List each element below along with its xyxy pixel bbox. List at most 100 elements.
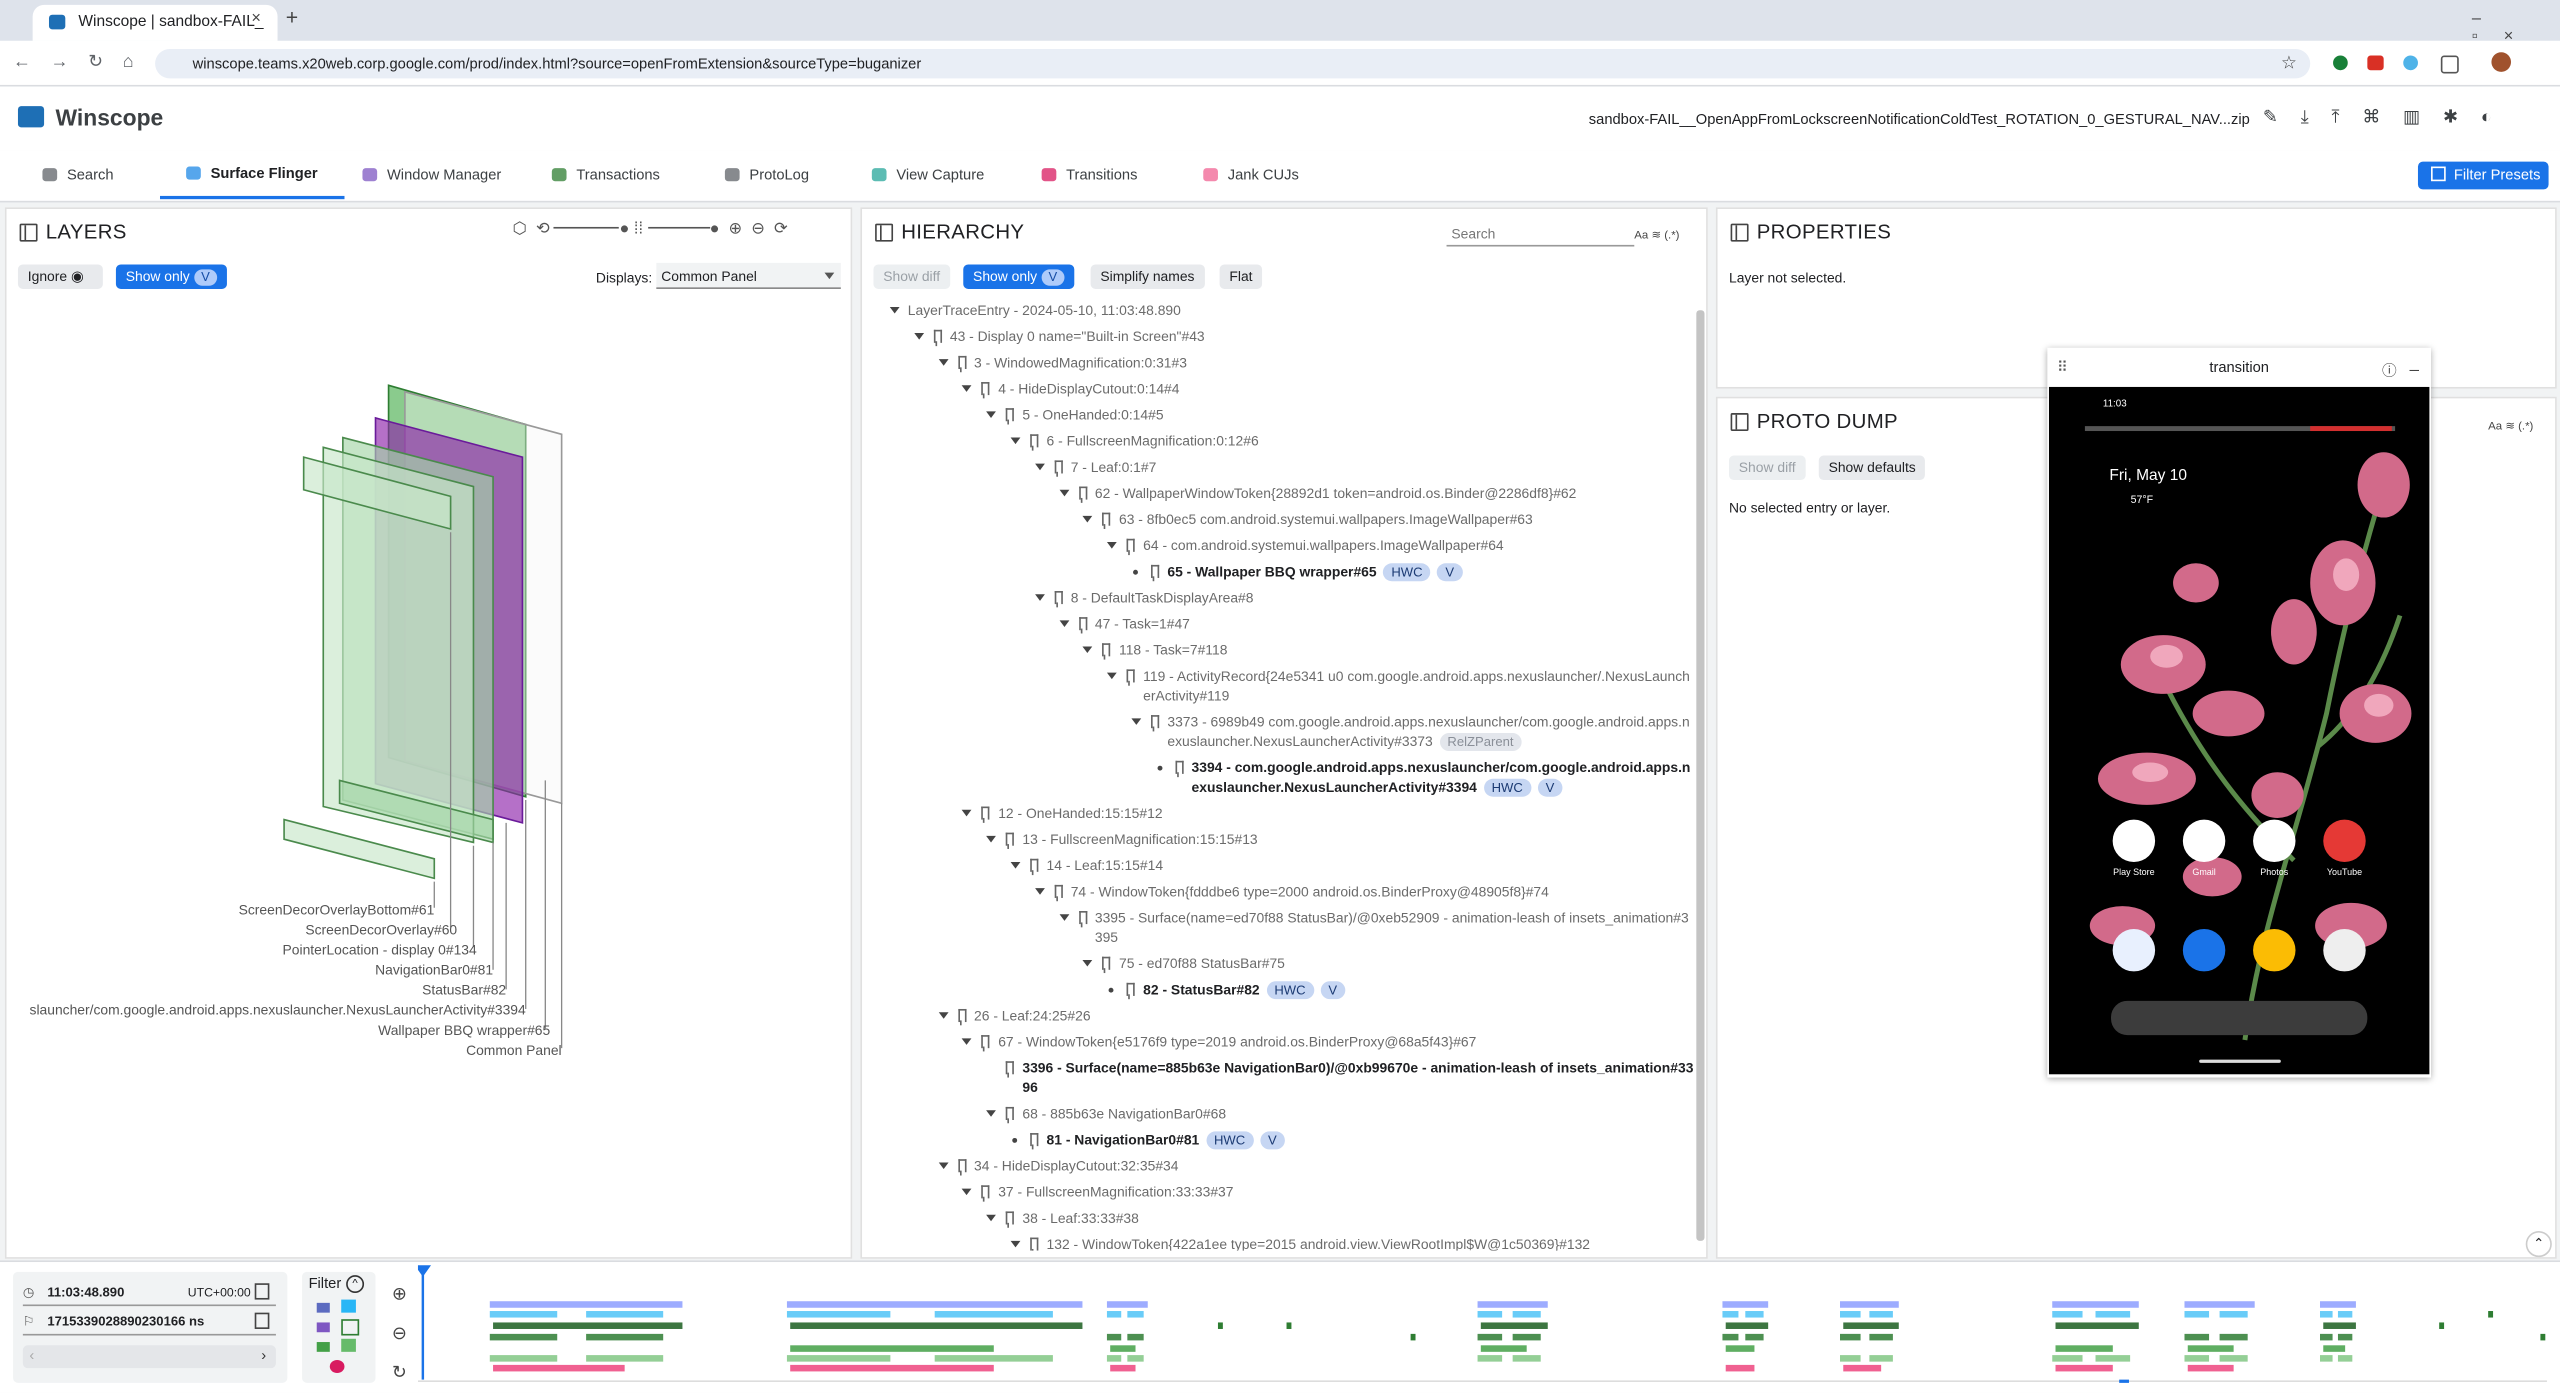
pin-icon[interactable] <box>1151 715 1160 732</box>
pin-icon[interactable] <box>981 382 991 399</box>
extension-icon[interactable] <box>2403 55 2418 71</box>
expand-arrow[interactable] <box>938 359 948 366</box>
new-tab[interactable]: + <box>285 4 299 30</box>
expand-arrow[interactable] <box>1083 515 1093 523</box>
expand-arrow[interactable] <box>889 306 900 314</box>
expand-arrow[interactable] <box>986 1214 997 1222</box>
pin-icon[interactable] <box>957 355 966 373</box>
tree-node[interactable]: 5 - OneHanded:0:14#5 <box>890 402 1697 428</box>
tree-node[interactable]: 64 - com.android.systemui.wallpapers.Ima… <box>890 532 1697 558</box>
tree-node[interactable]: 75 - ed70f88 StatusBar#75 <box>890 950 1697 976</box>
tree-node[interactable]: 3394 - com.google.android.apps.nexuslaun… <box>890 754 1697 800</box>
expand-arrow[interactable] <box>1083 646 1093 654</box>
pin-icon[interactable] <box>1006 1211 1015 1228</box>
pin-icon[interactable] <box>981 1035 991 1052</box>
tree-node[interactable]: 68 - 885b63e NavigationBar0#68 <box>890 1100 1697 1126</box>
filter-toggle[interactable]: ^ <box>346 1275 365 1294</box>
tab[interactable]: Jank CUJs <box>1197 150 1306 199</box>
tab-close[interactable]: × <box>251 9 261 28</box>
profile-avatar[interactable] <box>2491 52 2512 72</box>
tree-node[interactable]: 14 - Leaf:15:15#14 <box>890 852 1697 878</box>
pin-icon[interactable] <box>957 1159 966 1176</box>
pin-icon[interactable] <box>1078 911 1087 928</box>
show-diff-button[interactable]: Show diff <box>873 264 950 289</box>
search-options[interactable]: Aa ≋ (.*) <box>1634 230 1680 242</box>
pin-icon[interactable] <box>1126 669 1135 686</box>
flat-button[interactable]: Flat <box>1219 264 1263 289</box>
time-cursor-handle[interactable] <box>417 1265 432 1277</box>
pin-icon[interactable] <box>1102 643 1111 660</box>
pin-icon[interactable] <box>1006 832 1015 849</box>
tree-node[interactable]: 81 - NavigationBar0#81 HWC V <box>890 1127 1697 1153</box>
show-only-button[interactable]: Show only V <box>963 264 1074 289</box>
tab[interactable]: Transitions <box>1035 150 1144 199</box>
regex[interactable]: (.*) <box>2518 421 2534 433</box>
entry-navigation[interactable]: ‹ › <box>22 1345 276 1369</box>
pin-icon[interactable] <box>981 1185 991 1202</box>
tree-node[interactable]: 37 - FullscreenMagnification:33:33#37 <box>890 1179 1697 1205</box>
drag-handle[interactable]: ⠿ <box>2057 359 2068 376</box>
zoom-controls[interactable]: ⊕ ⊖ ↻ <box>391 1284 407 1383</box>
tree-node[interactable]: 7 - Leaf:0:1#7 <box>890 454 1697 480</box>
view-controls[interactable]: ⬡ ⟲ ● ⁞⁞ ● ⊕ ⊖ ⟳ <box>512 220 788 239</box>
tree-node[interactable]: 3373 - 6989b49 com.google.android.apps.n… <box>890 709 1697 755</box>
trace-icon[interactable] <box>341 1299 356 1313</box>
tree-node[interactable]: 65 - Wallpaper BBQ wrapper#65 HWC V <box>890 558 1697 584</box>
expand-arrow[interactable] <box>1010 862 1021 869</box>
timestamp-field[interactable]: ⚐ 1715339028890230166 ns <box>22 1312 276 1336</box>
expand-arrow[interactable] <box>1058 489 1069 497</box>
header-actions[interactable]: ✎⤓⤒⌘▥✱◐ <box>2262 107 2515 128</box>
tree-node[interactable]: 47 - Task=1#47 <box>890 611 1697 637</box>
pin-icon[interactable] <box>1102 512 1111 529</box>
show-defaults-button[interactable]: Show defaults <box>1818 455 1926 480</box>
tab[interactable]: Window Manager <box>356 150 508 199</box>
tree-node[interactable]: 118 - Task=7#118 <box>890 637 1697 663</box>
show-only-button[interactable]: Show only V <box>115 264 227 289</box>
collapse-button[interactable]: ⌃ <box>2525 1231 2552 1258</box>
simplify-names-button[interactable]: Simplify names <box>1090 264 1205 289</box>
extensions-button[interactable] <box>2440 55 2459 74</box>
pin-icon[interactable] <box>1054 591 1063 608</box>
extension-icon[interactable] <box>2333 55 2348 71</box>
expand-arrow[interactable] <box>1010 1240 1021 1248</box>
app-icon[interactable] <box>2323 819 2366 863</box>
tree-node[interactable]: 67 - WindowToken{e5176f9 type=2019 andro… <box>890 1029 1697 1055</box>
tree-node[interactable]: 43 - Display 0 name="Built-in Screen"#43 <box>890 323 1697 349</box>
nav-buttons[interactable]: ←→↻⌂ <box>13 52 154 72</box>
address-bar[interactable]: winscope.teams.x20web.corp.google.com/pr… <box>155 48 2311 79</box>
expand-arrow[interactable] <box>962 385 973 392</box>
minimize-button[interactable]: _ <box>2409 354 2419 373</box>
tree-node[interactable]: 82 - StatusBar#82 HWC V <box>890 976 1697 1002</box>
tree-node[interactable]: 62 - WallpaperWindowToken{28892d1 token=… <box>890 480 1697 506</box>
expand-arrow[interactable] <box>1034 594 1045 601</box>
tab[interactable]: Search <box>36 150 120 199</box>
match-case[interactable]: Aa <box>1634 230 1649 242</box>
scrollbar[interactable] <box>1696 310 1705 1241</box>
trace-icon[interactable] <box>316 1342 330 1352</box>
expand-arrow[interactable] <box>1034 463 1045 471</box>
expand-arrow[interactable] <box>1058 620 1069 627</box>
expand-arrow[interactable] <box>938 1012 948 1019</box>
dock-icon[interactable] <box>2253 928 2296 972</box>
expand-arrow[interactable] <box>1131 718 1142 725</box>
expand-arrow[interactable] <box>986 835 997 843</box>
tree-node[interactable]: 38 - Leaf:33:33#38 <box>890 1205 1697 1231</box>
expand-arrow[interactable] <box>1083 959 1093 967</box>
tree-node[interactable]: 3396 - Surface(name=885b63e NavigationBa… <box>890 1055 1697 1101</box>
pin-icon[interactable] <box>1030 1237 1039 1251</box>
tree-node[interactable]: 26 - Leaf:24:25#26 <box>890 1002 1697 1028</box>
pin-icon[interactable] <box>1175 760 1184 778</box>
tree-node[interactable]: 34 - HideDisplayCutout:32:35#34 <box>890 1153 1697 1179</box>
tree-node[interactable]: 3395 - Surface(name=ed70f88 StatusBar)/@… <box>890 904 1697 950</box>
tab[interactable]: View Capture <box>865 150 991 199</box>
app-icon[interactable] <box>2112 819 2156 863</box>
expand-arrow[interactable] <box>962 1188 973 1196</box>
display-select[interactable]: Common Panel <box>656 262 841 289</box>
pin-icon[interactable] <box>1126 538 1135 556</box>
pin-icon[interactable] <box>1078 486 1087 503</box>
bookmark-star[interactable]: ☆ <box>2280 53 2297 74</box>
pin-icon[interactable] <box>1030 1133 1039 1150</box>
tree-node[interactable]: 3 - WindowedMagnification:0:31#3 <box>890 349 1697 375</box>
trace-icon[interactable] <box>329 1360 345 1374</box>
pin-icon[interactable] <box>933 329 942 347</box>
